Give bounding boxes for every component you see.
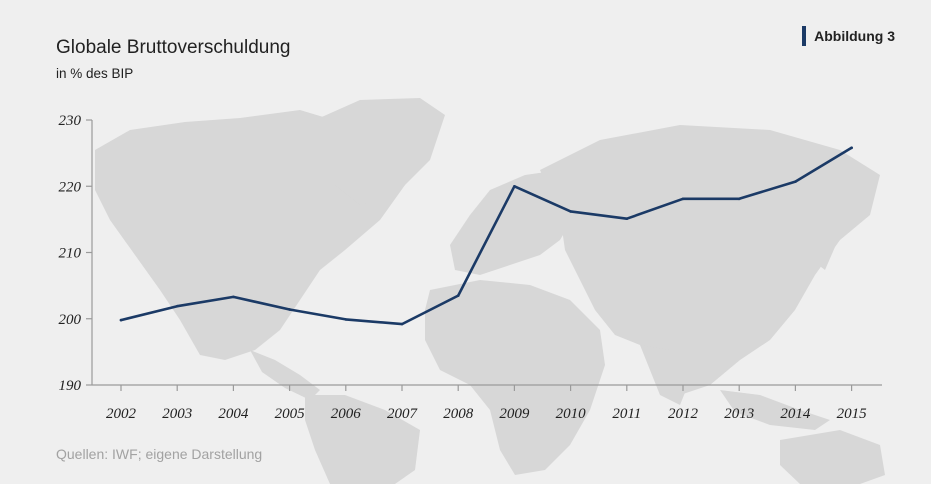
data-point — [850, 146, 853, 150]
data-point — [344, 318, 348, 321]
world-map-background — [95, 98, 885, 484]
data-point — [737, 197, 741, 201]
x-tick-label: 2014 — [780, 406, 811, 422]
data-point — [625, 217, 629, 221]
data-point — [119, 318, 123, 322]
y-tick-label: 200 — [59, 312, 82, 328]
x-tick-label: 2002 — [106, 406, 137, 422]
badge-accent-bar — [802, 26, 807, 46]
data-point — [513, 184, 516, 188]
data-point — [569, 210, 572, 213]
x-tick-label: 2005 — [275, 406, 306, 422]
x-tick-label: 2011 — [612, 406, 641, 422]
x-tick-label: 2008 — [443, 406, 474, 422]
chart-subtitle: in % des BIP — [56, 66, 134, 81]
y-tick-label: 220 — [59, 179, 82, 195]
x-tick-label: 2007 — [387, 406, 419, 422]
x-tick-label: 2003 — [162, 406, 192, 422]
y-tick-label: 230 — [59, 113, 82, 129]
data-point — [288, 308, 291, 311]
data-point — [175, 304, 179, 308]
chart-title: Globale Bruttoverschuldung — [56, 37, 291, 58]
x-tick-label: 2006 — [331, 406, 362, 422]
x-tick-label: 2010 — [556, 406, 587, 422]
x-tick-label: 2015 — [837, 406, 868, 422]
badge-label: Abbildung 3 — [814, 28, 895, 44]
series-line — [119, 146, 853, 326]
x-tick-label: 2004 — [218, 406, 249, 422]
series-layer — [119, 146, 853, 326]
x-tick-label: 2013 — [724, 406, 754, 422]
figure-badge: Abbildung 3 — [802, 26, 895, 46]
y-axis-ticks: 190 200 210 220 230 — [59, 113, 92, 394]
y-tick-label: 210 — [59, 246, 82, 262]
data-point — [794, 180, 797, 183]
data-point — [400, 322, 404, 326]
x-tick-label: 2009 — [499, 406, 530, 422]
data-point — [681, 197, 685, 201]
x-axis-ticks: 2002 2003 2004 2005 2006 2007 2008 2009 2010 2011… — [106, 385, 867, 422]
data-point — [232, 295, 235, 299]
y-tick-label: 190 — [59, 378, 82, 394]
x-tick-label: 2012 — [668, 406, 699, 422]
source-note: Quellen: IWF; eigene Darstellung — [56, 446, 263, 462]
data-point — [456, 294, 460, 297]
